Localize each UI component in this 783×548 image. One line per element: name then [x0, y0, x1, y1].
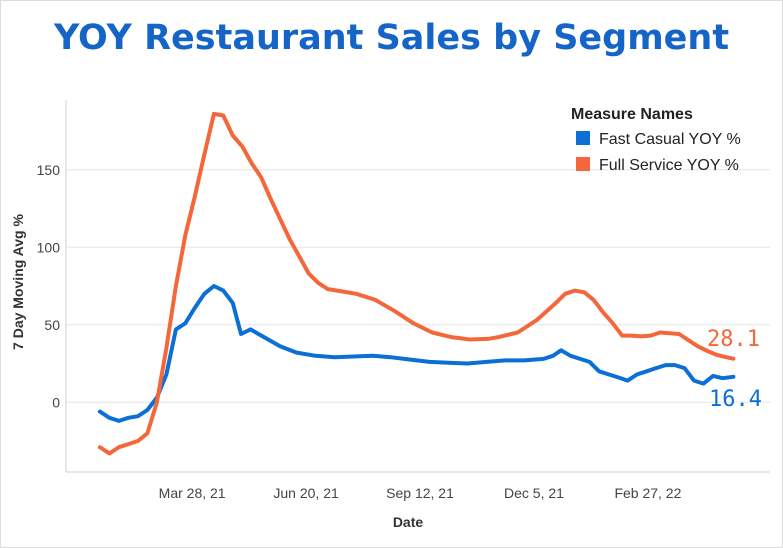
- y-tick-label: 100: [37, 239, 61, 255]
- y-tick-label: 0: [52, 394, 60, 410]
- end-label-fast-casual: 16.4: [709, 387, 762, 412]
- x-tick-labels: Mar 28, 21 Jun 20, 21 Sep 12, 21 Dec 5, 21 F…: [159, 485, 682, 501]
- legend-swatch-full-service: [576, 157, 590, 171]
- legend-label-full-service: Full Service YOY %: [599, 157, 739, 174]
- x-tick-label: Sep 12, 21: [386, 485, 454, 501]
- x-tick-label: Jun 20, 21: [273, 485, 339, 501]
- end-label-full-service: 28.1: [707, 327, 760, 352]
- legend-title: Measure Names: [571, 106, 693, 123]
- legend-swatch-fast-casual: [576, 131, 590, 145]
- x-tick-label: Mar 28, 21: [159, 485, 226, 501]
- legend: Measure Names Fast Casual YOY % Full Ser…: [571, 106, 741, 174]
- chart-title: YOY Restaurant Sales by Segment: [53, 18, 730, 58]
- series-lines: [97, 111, 736, 456]
- series-line-full-service: [97, 111, 736, 456]
- series-line-fast-casual: [97, 284, 736, 423]
- legend-label-fast-casual: Fast Casual YOY %: [599, 131, 741, 148]
- y-axis-title: 7 Day Moving Avg %: [10, 214, 26, 350]
- x-axis-title: Date: [393, 514, 424, 530]
- y-tick-label: 50: [44, 317, 60, 333]
- x-tick-label: Feb 27, 22: [614, 485, 681, 501]
- y-tick-label: 150: [37, 162, 61, 178]
- y-tick-labels: 0 50 100 150: [37, 162, 61, 411]
- x-tick-label: Dec 5, 21: [504, 485, 564, 501]
